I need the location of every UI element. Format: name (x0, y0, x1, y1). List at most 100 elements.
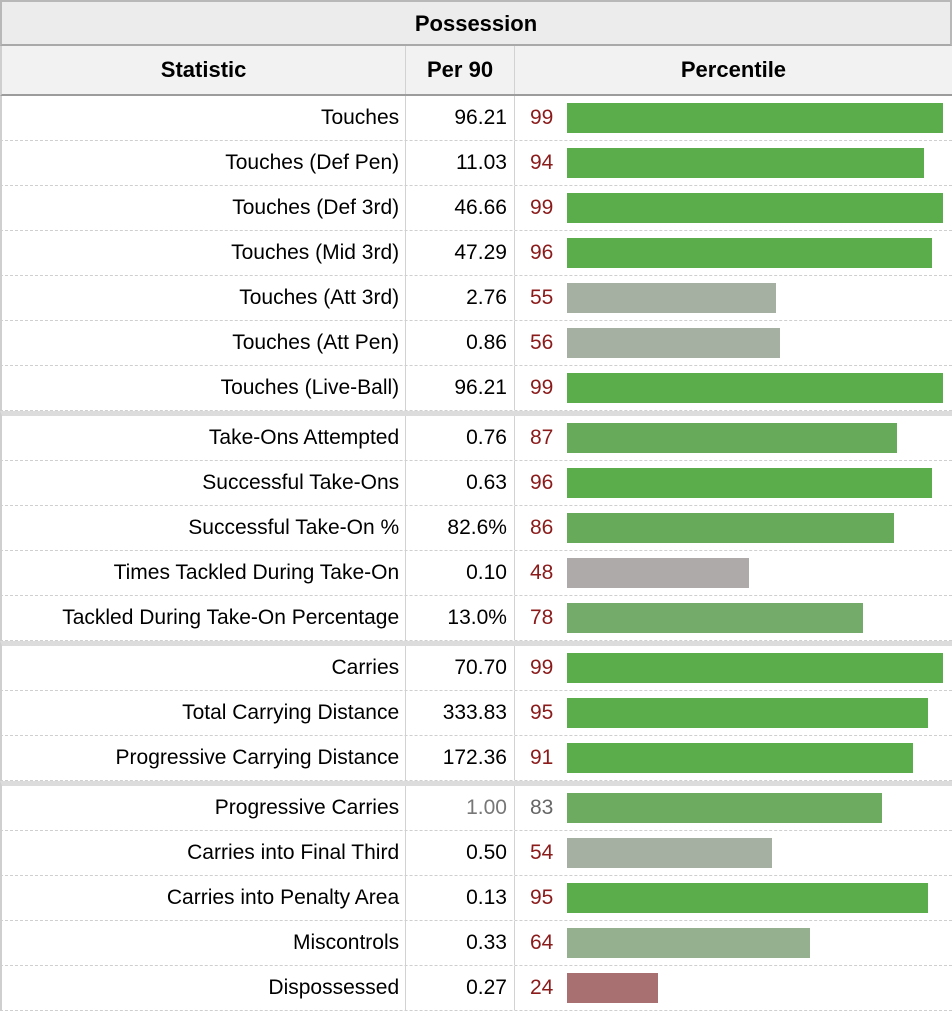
table-header: Statistic Per 90 Percentile (0, 46, 952, 96)
table-row: Touches (Live-Ball) 96.21 99 (0, 366, 952, 411)
percentile-cell: 95 (515, 691, 952, 735)
percentile-bar (566, 838, 772, 868)
percentile-bar-track (566, 328, 952, 358)
percentile-number: 99 (529, 106, 554, 129)
percentile-cell: 99 (515, 96, 952, 140)
percentile-number: 99 (529, 656, 554, 679)
percentile-bar-track (566, 793, 952, 823)
table-row: Times Tackled During Take-On 0.10 48 (0, 551, 952, 596)
stat-label: Dispossessed (2, 966, 407, 1010)
percentile-cell: 64 (515, 921, 952, 965)
percentile-cell: 55 (515, 276, 952, 320)
percentile-number: 54 (529, 841, 554, 864)
percentile-bar (566, 603, 863, 633)
percentile-bar-track (566, 373, 952, 403)
percentile-bar-track (566, 238, 952, 268)
per90-value: 1.00 (406, 786, 515, 830)
percentile-bar-track (566, 423, 952, 453)
percentile-number: 83 (529, 796, 554, 819)
table-row: Touches (Att 3rd) 2.76 55 (0, 276, 952, 321)
percentile-cell: 99 (515, 366, 952, 410)
percentile-bar-track (566, 838, 952, 868)
table-row: Touches (Def Pen) 11.03 94 (0, 141, 952, 186)
per90-value: 0.63 (406, 461, 515, 505)
table-row: Touches (Def 3rd) 46.66 99 (0, 186, 952, 231)
per90-value: 13.0% (406, 596, 515, 640)
percentile-cell: 86 (515, 506, 952, 550)
percentile-bar (566, 148, 924, 178)
percentile-number: 87 (529, 426, 554, 449)
percentile-cell: 56 (515, 321, 952, 365)
table-row: Carries into Penalty Area 0.13 95 (0, 876, 952, 921)
table-row: Touches 96.21 99 (0, 96, 952, 141)
per90-value: 172.36 (406, 736, 515, 780)
percentile-bar (566, 928, 810, 958)
percentile-bar (566, 513, 894, 543)
percentile-number: 64 (529, 931, 554, 954)
stat-label: Touches (2, 96, 407, 140)
table-row: Progressive Carrying Distance 172.36 91 (0, 736, 952, 781)
per90-value: 0.86 (406, 321, 515, 365)
percentile-cell: 83 (515, 786, 952, 830)
percentile-bar-track (566, 468, 952, 498)
percentile-cell: 54 (515, 831, 952, 875)
stat-label: Touches (Live-Ball) (2, 366, 407, 410)
percentile-bar-track (566, 603, 952, 633)
per90-value: 0.27 (406, 966, 515, 1010)
header-percentile[interactable]: Percentile (680, 57, 787, 82)
percentile-bar-track (566, 283, 952, 313)
percentile-number: 24 (529, 976, 554, 999)
percentile-bar (566, 558, 749, 588)
per90-value: 333.83 (406, 691, 515, 735)
per90-value: 0.10 (406, 551, 515, 595)
percentile-bar (566, 423, 897, 453)
percentile-number: 95 (529, 886, 554, 909)
percentile-number: 48 (529, 561, 554, 584)
table-row: Take-Ons Attempted 0.76 87 (0, 411, 952, 461)
percentile-bar (566, 328, 780, 358)
table-row: Successful Take-Ons 0.63 96 (0, 461, 952, 506)
percentile-bar (566, 793, 882, 823)
percentile-cell: 78 (515, 596, 952, 640)
percentile-cell: 95 (515, 876, 952, 920)
percentile-number: 99 (529, 196, 554, 219)
per90-value: 70.70 (406, 646, 515, 690)
percentile-bar-track (566, 558, 952, 588)
table-row: Total Carrying Distance 333.83 95 (0, 691, 952, 736)
percentile-bar (566, 973, 658, 1003)
stat-label: Successful Take-Ons (2, 461, 407, 505)
stat-label: Progressive Carrying Distance (2, 736, 407, 780)
percentile-number: 91 (529, 746, 554, 769)
percentile-number: 96 (529, 241, 554, 264)
stat-label: Touches (Att Pen) (2, 321, 407, 365)
percentile-bar (566, 883, 928, 913)
header-statistic[interactable]: Statistic (2, 46, 407, 94)
percentile-number: 86 (529, 516, 554, 539)
percentile-bar (566, 238, 932, 268)
header-per90[interactable]: Per 90 (406, 46, 515, 94)
percentile-number: 56 (529, 331, 554, 354)
stat-label: Successful Take-On % (2, 506, 407, 550)
percentile-bar-track (566, 698, 952, 728)
percentile-number: 99 (529, 376, 554, 399)
per90-value: 82.6% (406, 506, 515, 550)
per90-value: 0.33 (406, 921, 515, 965)
percentile-bar (566, 698, 928, 728)
percentile-bar-track (566, 928, 952, 958)
per90-value: 46.66 (406, 186, 515, 230)
stat-label: Touches (Mid 3rd) (2, 231, 407, 275)
stat-label: Touches (Att 3rd) (2, 276, 407, 320)
percentile-cell: 48 (515, 551, 952, 595)
per90-value: 0.50 (406, 831, 515, 875)
stat-label: Touches (Def Pen) (2, 141, 407, 185)
stat-label: Miscontrols (2, 921, 407, 965)
percentile-cell: 24 (515, 966, 952, 1010)
stat-label: Total Carrying Distance (2, 691, 407, 735)
percentile-cell: 91 (515, 736, 952, 780)
table-row: Successful Take-On % 82.6% 86 (0, 506, 952, 551)
per90-value: 96.21 (406, 96, 515, 140)
percentile-bar (566, 653, 943, 683)
stat-label: Times Tackled During Take-On (2, 551, 407, 595)
stat-label: Carries into Penalty Area (2, 876, 407, 920)
